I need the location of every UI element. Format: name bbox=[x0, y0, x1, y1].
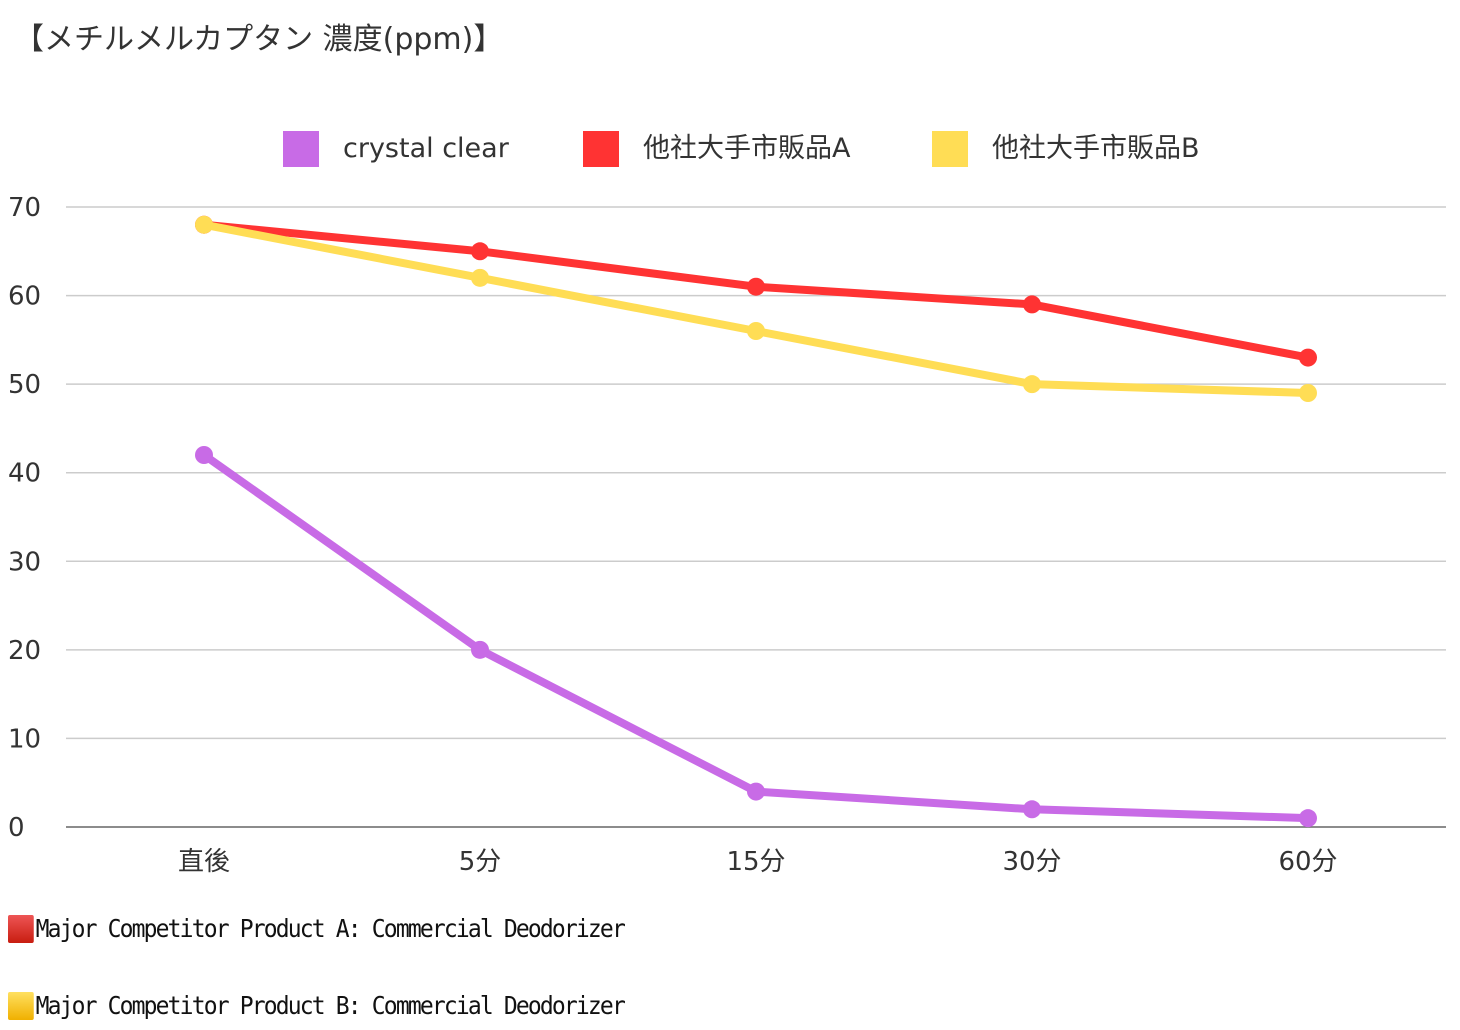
x-tick-label: 15分 bbox=[726, 847, 785, 877]
data-point bbox=[747, 277, 765, 296]
legend-label: 他社大手市販品A bbox=[643, 133, 851, 164]
data-point bbox=[1023, 800, 1041, 819]
note-product-a: Major Competitor Product A: Commercial D… bbox=[8, 914, 626, 943]
series-line bbox=[203, 220, 1309, 397]
legend-swatch bbox=[932, 131, 968, 167]
data-point bbox=[1023, 295, 1041, 314]
data-point bbox=[471, 640, 489, 659]
y-tick-label: 40 bbox=[8, 459, 41, 489]
y-tick-label: 30 bbox=[8, 547, 41, 577]
y-tick-label: 70 bbox=[8, 193, 41, 223]
y-tick-label: 10 bbox=[8, 724, 41, 754]
data-point bbox=[195, 446, 213, 464]
x-tick-label: 60分 bbox=[1278, 847, 1337, 877]
legend-label: crystal clear bbox=[343, 133, 510, 164]
data-point bbox=[1023, 375, 1041, 394]
data-point bbox=[747, 322, 765, 340]
x-tick-label: 30分 bbox=[1002, 847, 1061, 877]
note-text: Major Competitor Product A: Commercial D… bbox=[35, 914, 626, 943]
note-product-b: Major Competitor Product B: Commercial D… bbox=[8, 991, 626, 1020]
data-point bbox=[195, 215, 213, 234]
y-tick-label: 60 bbox=[8, 282, 41, 312]
note-text: Major Competitor Product B: Commercial D… bbox=[35, 991, 626, 1020]
red-square-icon bbox=[8, 914, 34, 943]
yellow-square-icon bbox=[8, 991, 34, 1020]
x-tick-label: 5分 bbox=[459, 847, 502, 877]
data-point bbox=[1299, 348, 1317, 367]
legend-label: 他社大手市販品B bbox=[992, 133, 1200, 164]
data-point bbox=[1299, 809, 1317, 828]
data-point bbox=[747, 782, 765, 801]
line-chart: 0 10 20 30 40 50 60 70 直後 5分 15分 30分 60分 crystal clea… bbox=[8, 131, 1446, 877]
y-tick-label: 50 bbox=[8, 370, 41, 400]
data-point bbox=[471, 242, 489, 261]
data-point bbox=[471, 268, 489, 287]
legend-swatch bbox=[583, 131, 619, 167]
chart-title: 【メチルメルカプタン 濃度(ppm)】 bbox=[14, 22, 504, 57]
y-tick-label: 20 bbox=[8, 636, 41, 666]
legend-swatch bbox=[283, 131, 319, 167]
data-point bbox=[1299, 384, 1317, 402]
x-tick-label: 直後 bbox=[178, 847, 230, 877]
series-line bbox=[201, 451, 1309, 823]
y-tick-label: 0 bbox=[8, 813, 25, 843]
